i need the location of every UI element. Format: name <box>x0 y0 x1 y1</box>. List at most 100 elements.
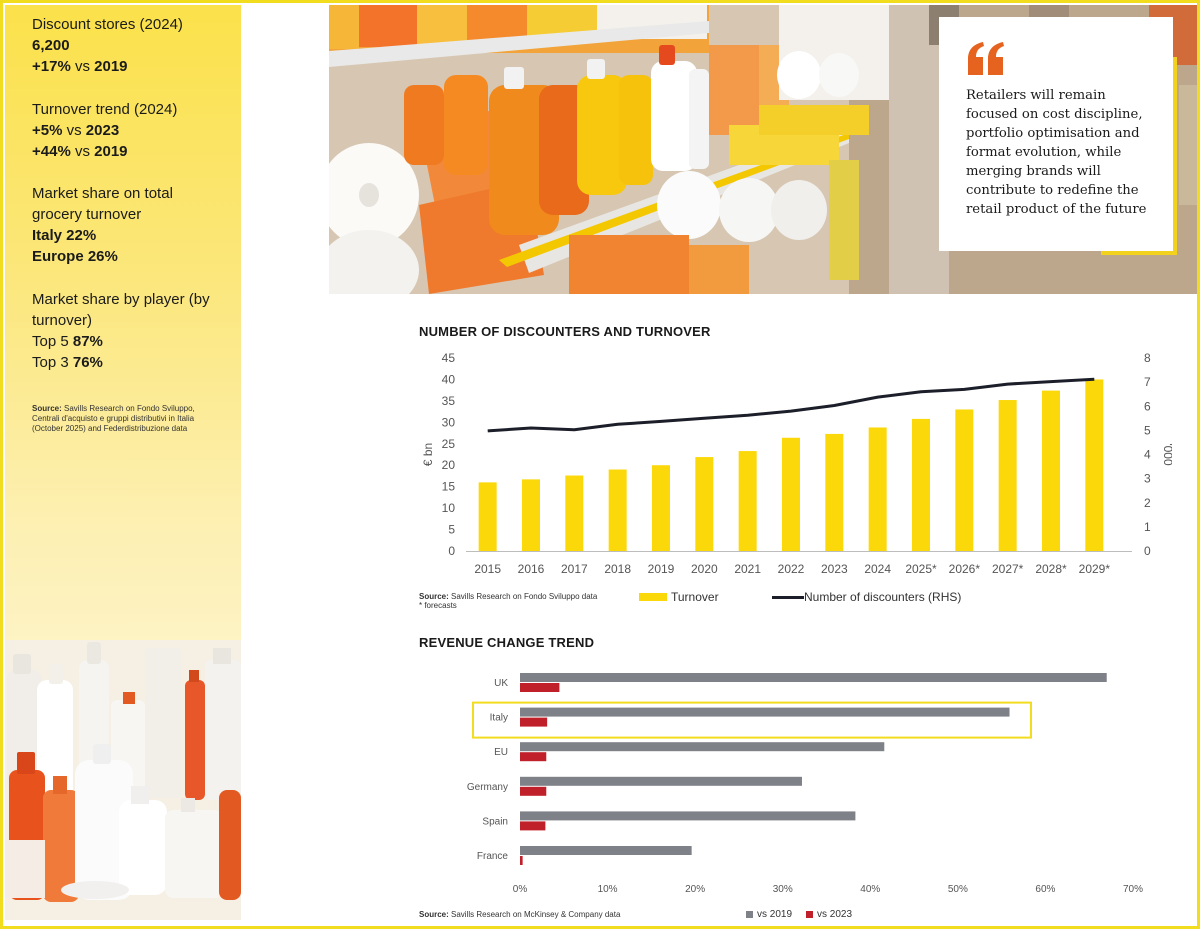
category-label: France <box>477 851 509 862</box>
y-tick-label: 0 <box>448 544 455 558</box>
y2-axis-label: '000 <box>1161 443 1172 466</box>
y2-tick-label: 2 <box>1144 496 1151 510</box>
x-tick-label: 2018 <box>604 562 631 576</box>
turnover-bar <box>478 482 497 551</box>
vs2019-bar <box>520 707 1010 717</box>
vs2023-bar <box>520 683 560 692</box>
turnover-bar <box>652 465 670 551</box>
x-tick-label: 70% <box>1123 884 1143 895</box>
stat-market-share-player: Market share by player (by turnover) Top… <box>32 289 232 373</box>
x-tick-label: 0% <box>513 884 528 895</box>
vs2019-bar <box>520 742 885 752</box>
x-tick-label: 2019 <box>648 562 675 576</box>
turnover-bar <box>825 433 844 551</box>
stat-value: 87% <box>72 333 103 350</box>
stat-label: Discount stores (2024) <box>32 16 183 33</box>
x-tick-label: 2025* <box>905 562 937 576</box>
y-tick-label: 25 <box>442 437 456 451</box>
legend-discounters: Number of discounters (RHS) <box>772 590 961 604</box>
x-tick-label: 60% <box>1035 884 1055 895</box>
y2-tick-label: 3 <box>1144 472 1151 486</box>
vs2019-bar <box>520 673 1107 682</box>
vs2023-bar <box>520 717 548 727</box>
turnover-bar <box>998 400 1017 551</box>
y-tick-label: 15 <box>442 480 456 494</box>
stat-label: Market share by player (by turnover) <box>32 291 210 329</box>
x-tick-label: 2022 <box>778 562 805 576</box>
y2-tick-label: 6 <box>1144 399 1151 413</box>
legend-label: Number of discounters (RHS) <box>804 590 962 604</box>
turnover-bar <box>955 409 974 551</box>
stat-value: 2023 <box>85 122 120 139</box>
x-tick-label: 10% <box>598 884 618 895</box>
vs2023-bar <box>520 786 547 796</box>
vs2019-bar <box>520 776 802 786</box>
y-tick-label: 45 <box>442 351 456 365</box>
quote-text: Retailers will remain focused on cost di… <box>966 88 1147 217</box>
x-tick-label: 2029* <box>1079 562 1111 576</box>
stat-label: Turnover trend (2024) <box>32 101 178 118</box>
x-tick-label: 50% <box>948 884 968 895</box>
y2-tick-label: 7 <box>1144 375 1151 389</box>
sidebar-source: Source: Savills Research on Fondo Svilup… <box>32 404 222 434</box>
legend-label: vs 2023 <box>817 909 853 920</box>
revenue-change-chart: UK Italy EU Germany Spain France 0% 10% 20% 30% 40… <box>467 673 1143 895</box>
y-axis-label: € bn <box>421 443 435 466</box>
y-tick-label: 5 <box>448 523 455 537</box>
x-tick-label: 2028* <box>1035 562 1067 576</box>
turnover-bar <box>912 418 930 551</box>
stat-value: 2019 <box>94 143 128 160</box>
vs2023-bar <box>520 856 523 865</box>
source-label: Source: <box>32 404 62 413</box>
x-tick-label: 2027* <box>992 562 1024 576</box>
stat-market-share-grocery: Market share on total grocery turnover I… <box>32 183 222 267</box>
stat-value: 76% <box>72 354 103 371</box>
category-label: EU <box>494 747 508 758</box>
stat-text: vs <box>62 122 86 139</box>
x-tick-label: 2020 <box>691 562 718 576</box>
y-tick-label: 35 <box>442 394 456 408</box>
y2-tick-label: 0 <box>1144 544 1151 558</box>
chart2-title: REVENUE CHANGE TREND <box>419 635 595 650</box>
y-tick-label: 20 <box>442 458 456 472</box>
turnover-bar <box>565 475 584 551</box>
legend-swatch-red <box>806 911 813 918</box>
x-tick-label: 2016 <box>518 562 545 576</box>
y-tick-label: 30 <box>442 415 456 429</box>
legend-vs2023: vs 2023 <box>806 909 852 920</box>
stat-value: Europe 26% <box>32 248 118 265</box>
source-label: Source: <box>419 910 449 919</box>
source-text: Savills Research on Fondo Sviluppo, Cent… <box>32 404 195 433</box>
legend-swatch-bar <box>639 593 667 601</box>
category-label: Spain <box>482 816 508 827</box>
vs2019-bar <box>520 846 692 855</box>
legend-vs2019: vs 2019 <box>746 909 792 920</box>
detergent-bottles-image <box>5 640 241 920</box>
quote-accent-bottom <box>1101 251 1177 255</box>
legend-swatch-line <box>772 595 804 599</box>
category-label: Italy <box>490 713 508 724</box>
x-tick-label: 2026* <box>949 562 981 576</box>
vs2019-bar <box>520 811 856 821</box>
x-tick-label: 20% <box>685 884 705 895</box>
forecast-note: * forecasts <box>419 601 457 610</box>
chart1-source: Source: Savills Research on Fondo Svilup… <box>419 592 597 610</box>
y2-tick-label: 4 <box>1144 448 1151 462</box>
x-tick-label: 40% <box>860 884 880 895</box>
category-label: UK <box>494 678 508 689</box>
source-label: Source: <box>419 592 449 601</box>
stat-value: 2019 <box>94 58 128 75</box>
y2-tick-label: 8 <box>1144 351 1151 365</box>
turnover-bar <box>608 469 627 551</box>
chart2-source: Source: Savills Research on McKinsey & C… <box>419 910 620 919</box>
source-text: Savills Research on McKinsey & Company d… <box>448 910 621 919</box>
stat-text: vs <box>70 143 95 160</box>
stat-value: 6,200 <box>32 37 70 54</box>
stat-discount-stores: Discount stores (2024) 6,200 +17% vs 201… <box>32 14 183 77</box>
legend-label: Turnover <box>671 590 719 604</box>
quote-accent-right <box>1173 57 1177 253</box>
legend-label: vs 2019 <box>757 909 793 920</box>
stat-value: +5% <box>32 122 63 139</box>
vs2023-bar <box>520 821 546 831</box>
